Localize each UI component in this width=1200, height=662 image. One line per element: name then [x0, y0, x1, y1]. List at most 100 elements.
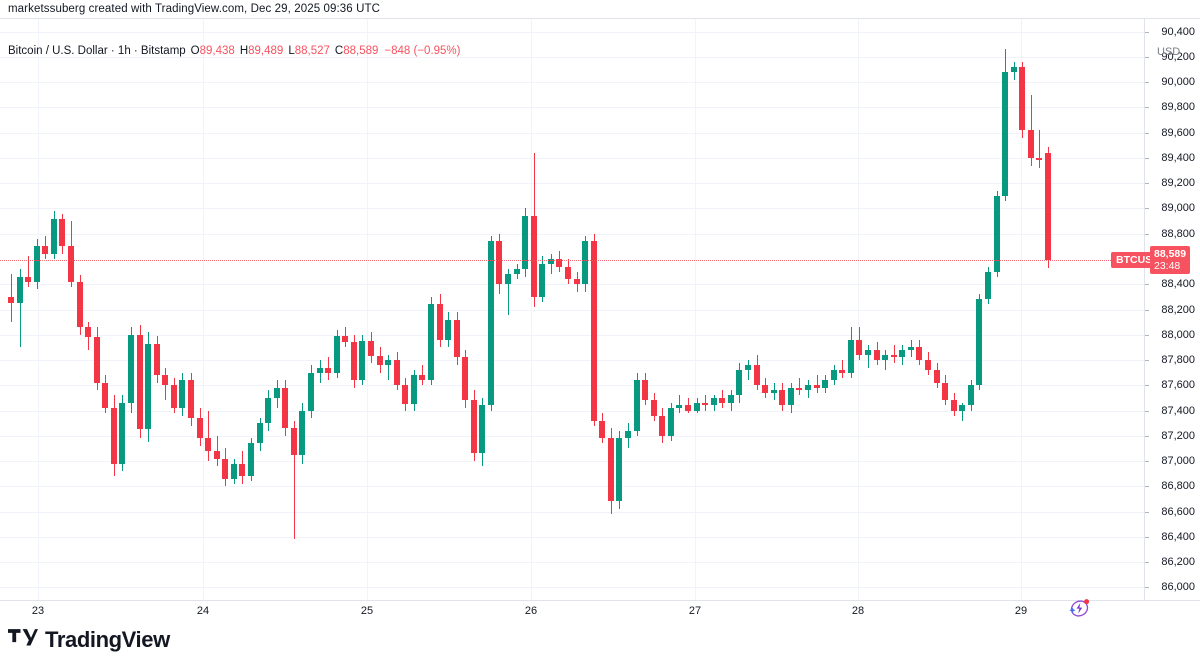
candle-body: [813, 385, 820, 388]
candle-body: [916, 347, 923, 361]
candle-body: [453, 319, 460, 358]
candle-body: [385, 360, 392, 366]
candle-body: [822, 380, 829, 388]
price-tick-mark: [1145, 587, 1149, 589]
price-axis-label: 88,000: [1161, 328, 1195, 341]
candle-body: [42, 246, 49, 254]
candle-body: [539, 264, 546, 297]
legend-high-key: H: [239, 45, 249, 57]
legend-close-value: 88,589: [343, 45, 379, 57]
price-axis-label: 90,000: [1161, 76, 1195, 89]
candle-body: [325, 367, 332, 373]
legend-change-value: −848 (−0.95%): [384, 45, 461, 57]
grid-line-horizontal: [0, 31, 1144, 33]
price-tick-mark: [1145, 461, 1149, 463]
candle-body: [710, 397, 717, 406]
time-axis-label: 23: [31, 605, 45, 617]
price-tick-mark: [1145, 56, 1149, 58]
candle-wick: [679, 395, 680, 414]
candle-body: [136, 334, 143, 430]
candle-body: [667, 408, 674, 436]
candle-body: [427, 304, 434, 381]
price-axis-label: 87,600: [1161, 379, 1195, 392]
candle-body: [565, 266, 572, 280]
tradingview-brand[interactable]: TradingView: [8, 627, 170, 653]
candle-body: [50, 218, 57, 254]
footer-bar: TradingView: [0, 618, 1200, 662]
candle-body: [1036, 157, 1043, 161]
candle-body: [187, 380, 194, 419]
candle-body: [367, 341, 374, 357]
grid-line-horizontal: [0, 284, 1144, 286]
grid-line-horizontal: [0, 511, 1144, 513]
candle-body: [607, 438, 614, 502]
candle-body: [393, 360, 400, 386]
candle-body: [547, 258, 554, 265]
axis-corner: [1145, 600, 1200, 619]
candle-body: [333, 336, 340, 373]
candle-body: [984, 271, 991, 300]
grid-line-horizontal: [0, 183, 1144, 185]
candle-body: [865, 349, 871, 355]
legend-open-value: 89,438: [199, 45, 235, 57]
candle-body: [33, 246, 40, 282]
candle-body: [616, 438, 623, 502]
candle-body: [16, 276, 23, 304]
price-axis[interactable]: 90,400 90,200 90,000 89,800 89,600 89,400 89,2…: [1145, 19, 1200, 600]
candle-body: [316, 367, 323, 373]
candle-wick: [748, 360, 749, 381]
candle-wick: [551, 253, 552, 275]
candle-body: [770, 390, 777, 393]
candle-body: [487, 241, 494, 406]
candle-body: [556, 258, 563, 267]
candle-body: [265, 397, 272, 424]
candle-body: [299, 410, 306, 455]
grid-line-horizontal: [0, 107, 1144, 109]
candle-body: [933, 370, 940, 383]
chart-frame: 90,400 90,200 90,000 89,800 89,600 89,400 89,2…: [0, 18, 1200, 621]
price-axis-label: 90,200: [1161, 50, 1195, 63]
price-tick-mark: [1145, 536, 1149, 538]
candle-body: [127, 334, 134, 403]
candle-wick: [1039, 130, 1040, 169]
ai-sparkle-icon[interactable]: [1066, 595, 1092, 621]
candle-body: [1002, 72, 1009, 196]
candle-body: [239, 463, 246, 477]
grid-line-horizontal: [0, 562, 1144, 564]
price-tick-mark: [1145, 385, 1149, 387]
candle-body: [959, 405, 966, 411]
legend-low-key: L: [288, 45, 295, 57]
candle-body: [967, 385, 974, 406]
price-axis-label: 88,200: [1161, 303, 1195, 316]
candle-body: [1044, 153, 1051, 261]
price-tick-mark: [1145, 157, 1149, 159]
time-axis-label: 25: [360, 605, 374, 617]
candle-wick: [28, 256, 29, 287]
grid-line-horizontal: [0, 410, 1144, 412]
last-price-badge[interactable]: 88,589 23:48: [1150, 246, 1191, 275]
price-tick-mark: [1145, 486, 1149, 488]
grid-line-horizontal: [0, 360, 1144, 362]
price-axis-label: 90,400: [1161, 25, 1195, 38]
candle-body: [273, 387, 280, 398]
last-price-badge-value: 88,589: [1154, 248, 1187, 261]
price-tick-mark: [1145, 208, 1149, 210]
candle-body: [839, 370, 846, 373]
candle-body: [873, 349, 880, 360]
grid-line-vertical: [203, 19, 204, 600]
candle-body: [659, 415, 666, 436]
price-tick-mark: [1145, 309, 1149, 311]
candle-body: [307, 372, 314, 411]
grid-line-horizontal: [0, 56, 1144, 58]
price-axis-label: 88,800: [1161, 227, 1195, 240]
legend-symbol-description: Bitcoin / U.S. Dollar · 1h · Bitstamp: [8, 45, 186, 57]
currency-unit-label[interactable]: USD: [1157, 46, 1181, 58]
candle-body: [1027, 130, 1034, 158]
candle-body: [650, 400, 657, 416]
tradingview-logo-icon: [8, 629, 38, 651]
candle-body: [205, 438, 212, 451]
time-axis[interactable]: 23 24 25 26 27 28 29: [0, 600, 1145, 619]
candle-body: [847, 339, 854, 373]
chart-plot-area[interactable]: [0, 19, 1145, 600]
candle-wick: [962, 402, 963, 421]
